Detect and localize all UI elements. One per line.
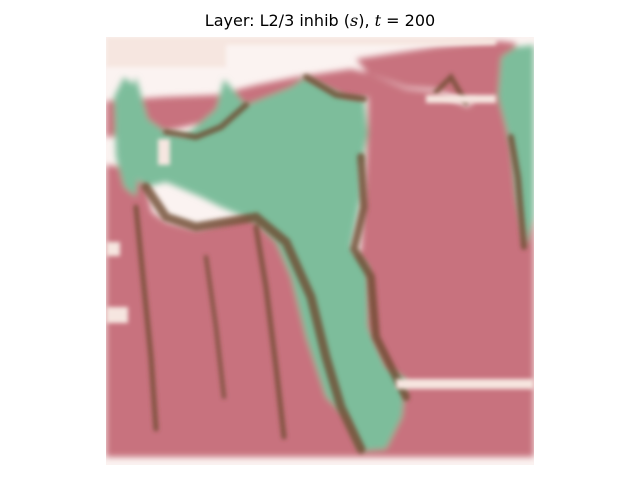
- heatmap-image: [106, 37, 534, 457]
- light-white-mid: [158, 139, 170, 165]
- light-gap-left2: [106, 242, 120, 256]
- light-band-right: [396, 379, 534, 389]
- green-region-main: [114, 77, 406, 451]
- light-top-edge: [226, 37, 496, 45]
- dark-streak-top: [163, 102, 249, 141]
- heatmap-panel: [106, 37, 534, 465]
- green-region-left: [114, 77, 141, 197]
- green-region-right: [498, 45, 534, 247]
- dark-boundary-main: [141, 182, 366, 454]
- dark-streak-top3: [433, 72, 469, 106]
- dark-streak-4: [508, 134, 527, 250]
- pink-region-top-right: [356, 41, 516, 101]
- dark-streak-top2: [303, 74, 367, 102]
- pink-region-main: [106, 73, 534, 457]
- light-band-top: [426, 95, 496, 103]
- dark-streak-2: [133, 204, 159, 432]
- dark-streak-3: [204, 255, 226, 399]
- light-top-left: [106, 37, 226, 67]
- light-gap-left: [106, 307, 128, 323]
- dark-streak-1: [253, 224, 287, 440]
- chart-title: Layer: L2/3 inhib (s), t = 200: [204, 11, 436, 30]
- dark-boundary-right: [349, 153, 410, 401]
